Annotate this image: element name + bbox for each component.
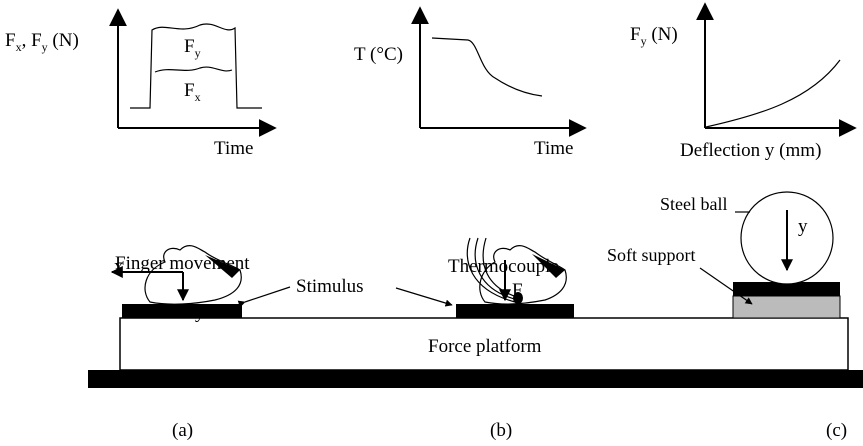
caption: (c) [826, 420, 847, 441]
setup-c: y Steel ball Soft support (c) [607, 192, 847, 441]
text: F [630, 24, 641, 45]
axis-y: y [195, 302, 205, 323]
setup-title: Finger movement [115, 253, 250, 274]
y-label: Fy (N) [630, 24, 678, 48]
platform-label: Force platform [428, 336, 542, 357]
graph-b: T (°C) Time [354, 8, 585, 159]
stimulus-label: Stimulus [296, 276, 364, 297]
text: , F [22, 30, 42, 51]
x-label: Time [214, 138, 253, 159]
text: F [5, 30, 16, 51]
text: F [184, 80, 195, 101]
graph-a: Fx, Fy (N) Fy Fx Time [5, 10, 275, 159]
axis-y: y [798, 216, 808, 237]
text: x [195, 90, 201, 104]
text: (N) [647, 24, 678, 45]
setup-title: Thermocouple [448, 256, 559, 277]
graph-c: Fy (N) Deflection y (mm) [630, 4, 855, 161]
support-label: Soft support [607, 245, 696, 265]
text: F [184, 36, 195, 57]
caption: (a) [172, 420, 193, 441]
text: y [195, 46, 201, 60]
force-label: F [512, 280, 523, 301]
x-label: Time [534, 138, 573, 159]
setup-title: Steel ball [660, 194, 727, 214]
text: (N) [48, 30, 79, 51]
x-label: Deflection y (mm) [680, 140, 821, 161]
curve-label: Fy [184, 36, 201, 60]
y-label: Fx, Fy (N) [5, 30, 79, 54]
platform-base [88, 370, 863, 388]
y-label: T (°C) [354, 44, 403, 65]
diagram: Fx, Fy (N) Fy Fx Time T (°C) Time Fy (N)… [0, 0, 863, 446]
caption: (b) [490, 420, 512, 441]
curve-label: Fx [184, 80, 201, 104]
